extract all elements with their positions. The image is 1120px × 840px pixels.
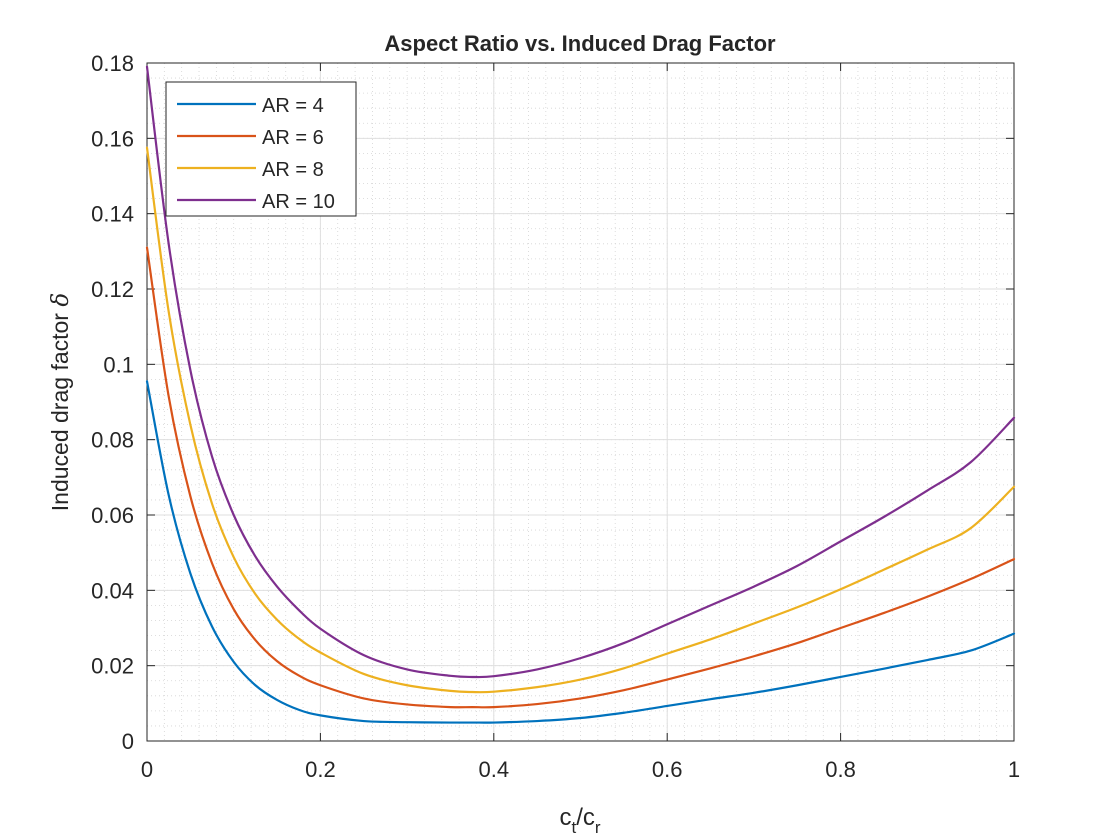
x-axis-label: ct/cr	[559, 804, 600, 837]
legend-label: AR = 8	[262, 159, 324, 181]
legend-label: AR = 4	[262, 95, 324, 117]
series-line-ar-2	[145, 146, 1016, 694]
x-axis-label-sub-t: t	[571, 818, 576, 837]
y-tick-label: 0.14	[91, 202, 134, 227]
legend-label: AR = 10	[262, 191, 335, 213]
y-tick-label: 0.06	[91, 503, 134, 528]
series-line-ar-0	[145, 380, 1016, 724]
x-tick-label: 0.8	[825, 757, 856, 782]
x-tick-label: 0.2	[305, 757, 336, 782]
x-axis-label-sub-r: r	[595, 818, 601, 837]
y-axis-label-symbol: δ	[48, 293, 74, 307]
x-tick-label: 0	[141, 757, 153, 782]
y-tick-label: 0.16	[91, 126, 134, 151]
x-tick-label: 0.4	[479, 757, 510, 782]
y-axis-label: Induced drag factor δ	[47, 293, 74, 511]
series-lines	[145, 65, 1016, 724]
y-tick-label: 0.02	[91, 654, 134, 679]
y-tick-label: 0.08	[91, 428, 134, 453]
chart-title: Aspect Ratio vs. Induced Drag Factor	[384, 31, 776, 56]
legend-items: AR = 4 AR = 6 AR = 8 AR = 10	[177, 95, 335, 213]
y-tick-label: 0.12	[91, 277, 134, 302]
series-line-ar-3	[145, 65, 1016, 679]
axis-ticks: 0 0.2 0.4 0.6 0.8 1 0 0.02 0.04 0.06 0.08 0.1 0.12 0.…	[91, 51, 1020, 782]
y-tick-label: 0.1	[103, 352, 134, 377]
y-tick-label: 0	[122, 729, 134, 754]
x-axis-label-base: c	[559, 804, 571, 831]
x-tick-label: 0.6	[652, 757, 683, 782]
y-tick-label: 0.04	[91, 578, 134, 603]
plot-area-frame	[146, 62, 1015, 742]
legend: AR = 4 AR = 6 AR = 8 AR = 10	[165, 81, 357, 217]
series-line-ar-1	[145, 246, 1016, 709]
y-tick-label: 0.18	[91, 51, 134, 76]
legend-label: AR = 6	[262, 127, 324, 149]
x-tick-label: 1	[1008, 757, 1020, 782]
x-axis-label-mid: /c	[576, 804, 595, 831]
y-axis-label-text: Induced drag factor	[47, 307, 73, 512]
